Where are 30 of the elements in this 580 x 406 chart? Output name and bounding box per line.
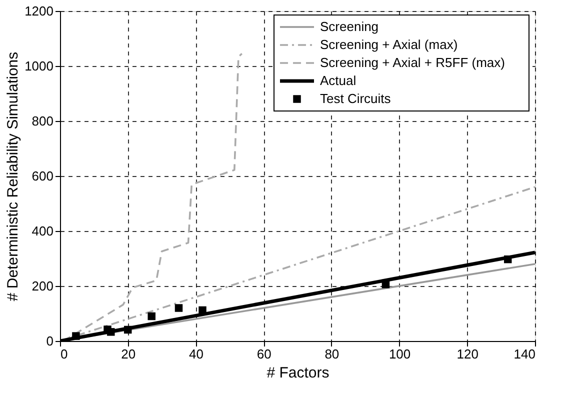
point xyxy=(124,326,132,334)
point xyxy=(198,306,206,314)
legend-label: Screening + Axial + R5FF (max) xyxy=(320,55,505,70)
point xyxy=(382,280,390,288)
x-tick-label: 0 xyxy=(60,346,68,362)
x-tick-label: 60 xyxy=(256,346,272,362)
y-tick-label: 400 xyxy=(32,224,54,238)
legend-label: Actual xyxy=(320,73,356,88)
legend-label: Test Circuits xyxy=(320,91,392,106)
x-axis-title: # Factors xyxy=(266,364,330,382)
y-tick-label: 1000 xyxy=(24,58,54,74)
x-tick-label: 100 xyxy=(388,346,411,362)
point xyxy=(148,312,156,320)
y-tick-label: 0 xyxy=(46,334,54,348)
point xyxy=(72,332,80,340)
legend-label: Screening + Axial (max) xyxy=(320,37,458,52)
x-tick-label: 40 xyxy=(188,346,204,362)
y-tick-label: 800 xyxy=(32,114,54,128)
y-tick-label: 1200 xyxy=(24,4,54,18)
x-tick-label: 120 xyxy=(456,346,478,362)
point xyxy=(174,304,183,312)
y-axis-title: # Deterministic Reliability Simulations xyxy=(4,52,22,302)
point xyxy=(504,255,512,264)
x-tick-label: 140 xyxy=(514,346,536,362)
y-tick-label: 200 xyxy=(32,278,54,294)
x-tick-label: 20 xyxy=(121,346,136,362)
point xyxy=(107,328,115,336)
y-tick-label: 600 xyxy=(32,168,54,184)
legend-label: Screening xyxy=(320,19,379,34)
x-tick-label: 80 xyxy=(324,346,340,362)
